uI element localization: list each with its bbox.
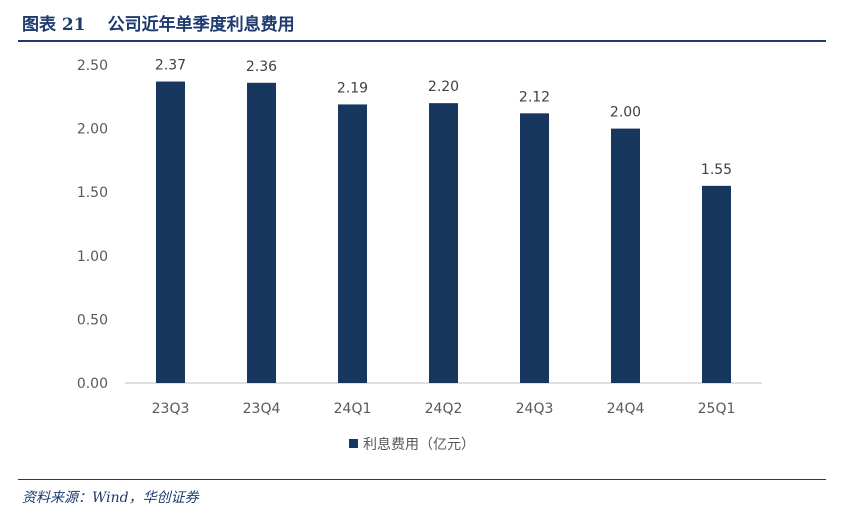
y-tick-label-5: 2.50 [77,58,108,74]
x-tick-label-23Q3: 23Q3 [152,401,190,417]
x-tick-label-23Q4: 23Q4 [243,401,281,417]
figure-title: 图表 21 公司近年单季度利息费用 [22,10,295,35]
bar-24Q1 [338,104,367,383]
data-label-25Q1: 1.55 [701,162,732,178]
y-tick-label-4: 2.00 [77,122,108,138]
title-rule [18,40,826,42]
bar-23Q3 [156,81,185,383]
y-tick-label-2: 1.00 [77,249,108,265]
bar-24Q4 [611,128,640,383]
y-tick-label-1: 0.50 [77,312,108,328]
source-rule [18,479,826,480]
y-tick-label-3: 1.50 [77,185,108,201]
bar-24Q2 [429,103,458,383]
x-tick-label-24Q3: 24Q3 [516,401,554,417]
figure-title-text: 公司近年单季度利息费用 [107,15,295,35]
data-label-24Q1: 2.19 [337,80,368,96]
data-label-23Q3: 2.37 [155,58,186,74]
source-note: 资料来源：Wind，华创证券 [22,490,199,506]
data-label-24Q4: 2.00 [610,105,641,121]
bar-23Q4 [247,82,276,384]
data-label-23Q4: 2.36 [246,59,277,75]
x-tick-label-24Q4: 24Q4 [607,401,645,417]
x-tick-label-24Q2: 24Q2 [425,401,463,417]
x-tick-label-24Q1: 24Q1 [334,401,372,417]
bar-25Q1 [702,185,731,383]
x-tick-label-25Q1: 25Q1 [698,401,736,417]
data-label-24Q2: 2.20 [428,79,459,95]
bar-24Q3 [520,113,549,383]
figure-number: 图表 21 [22,15,86,35]
data-label-24Q3: 2.12 [519,89,550,105]
legend-label: 利息费用（亿元） [363,436,475,453]
y-tick-label-0: 0.00 [77,376,108,392]
legend-swatch [349,439,358,448]
